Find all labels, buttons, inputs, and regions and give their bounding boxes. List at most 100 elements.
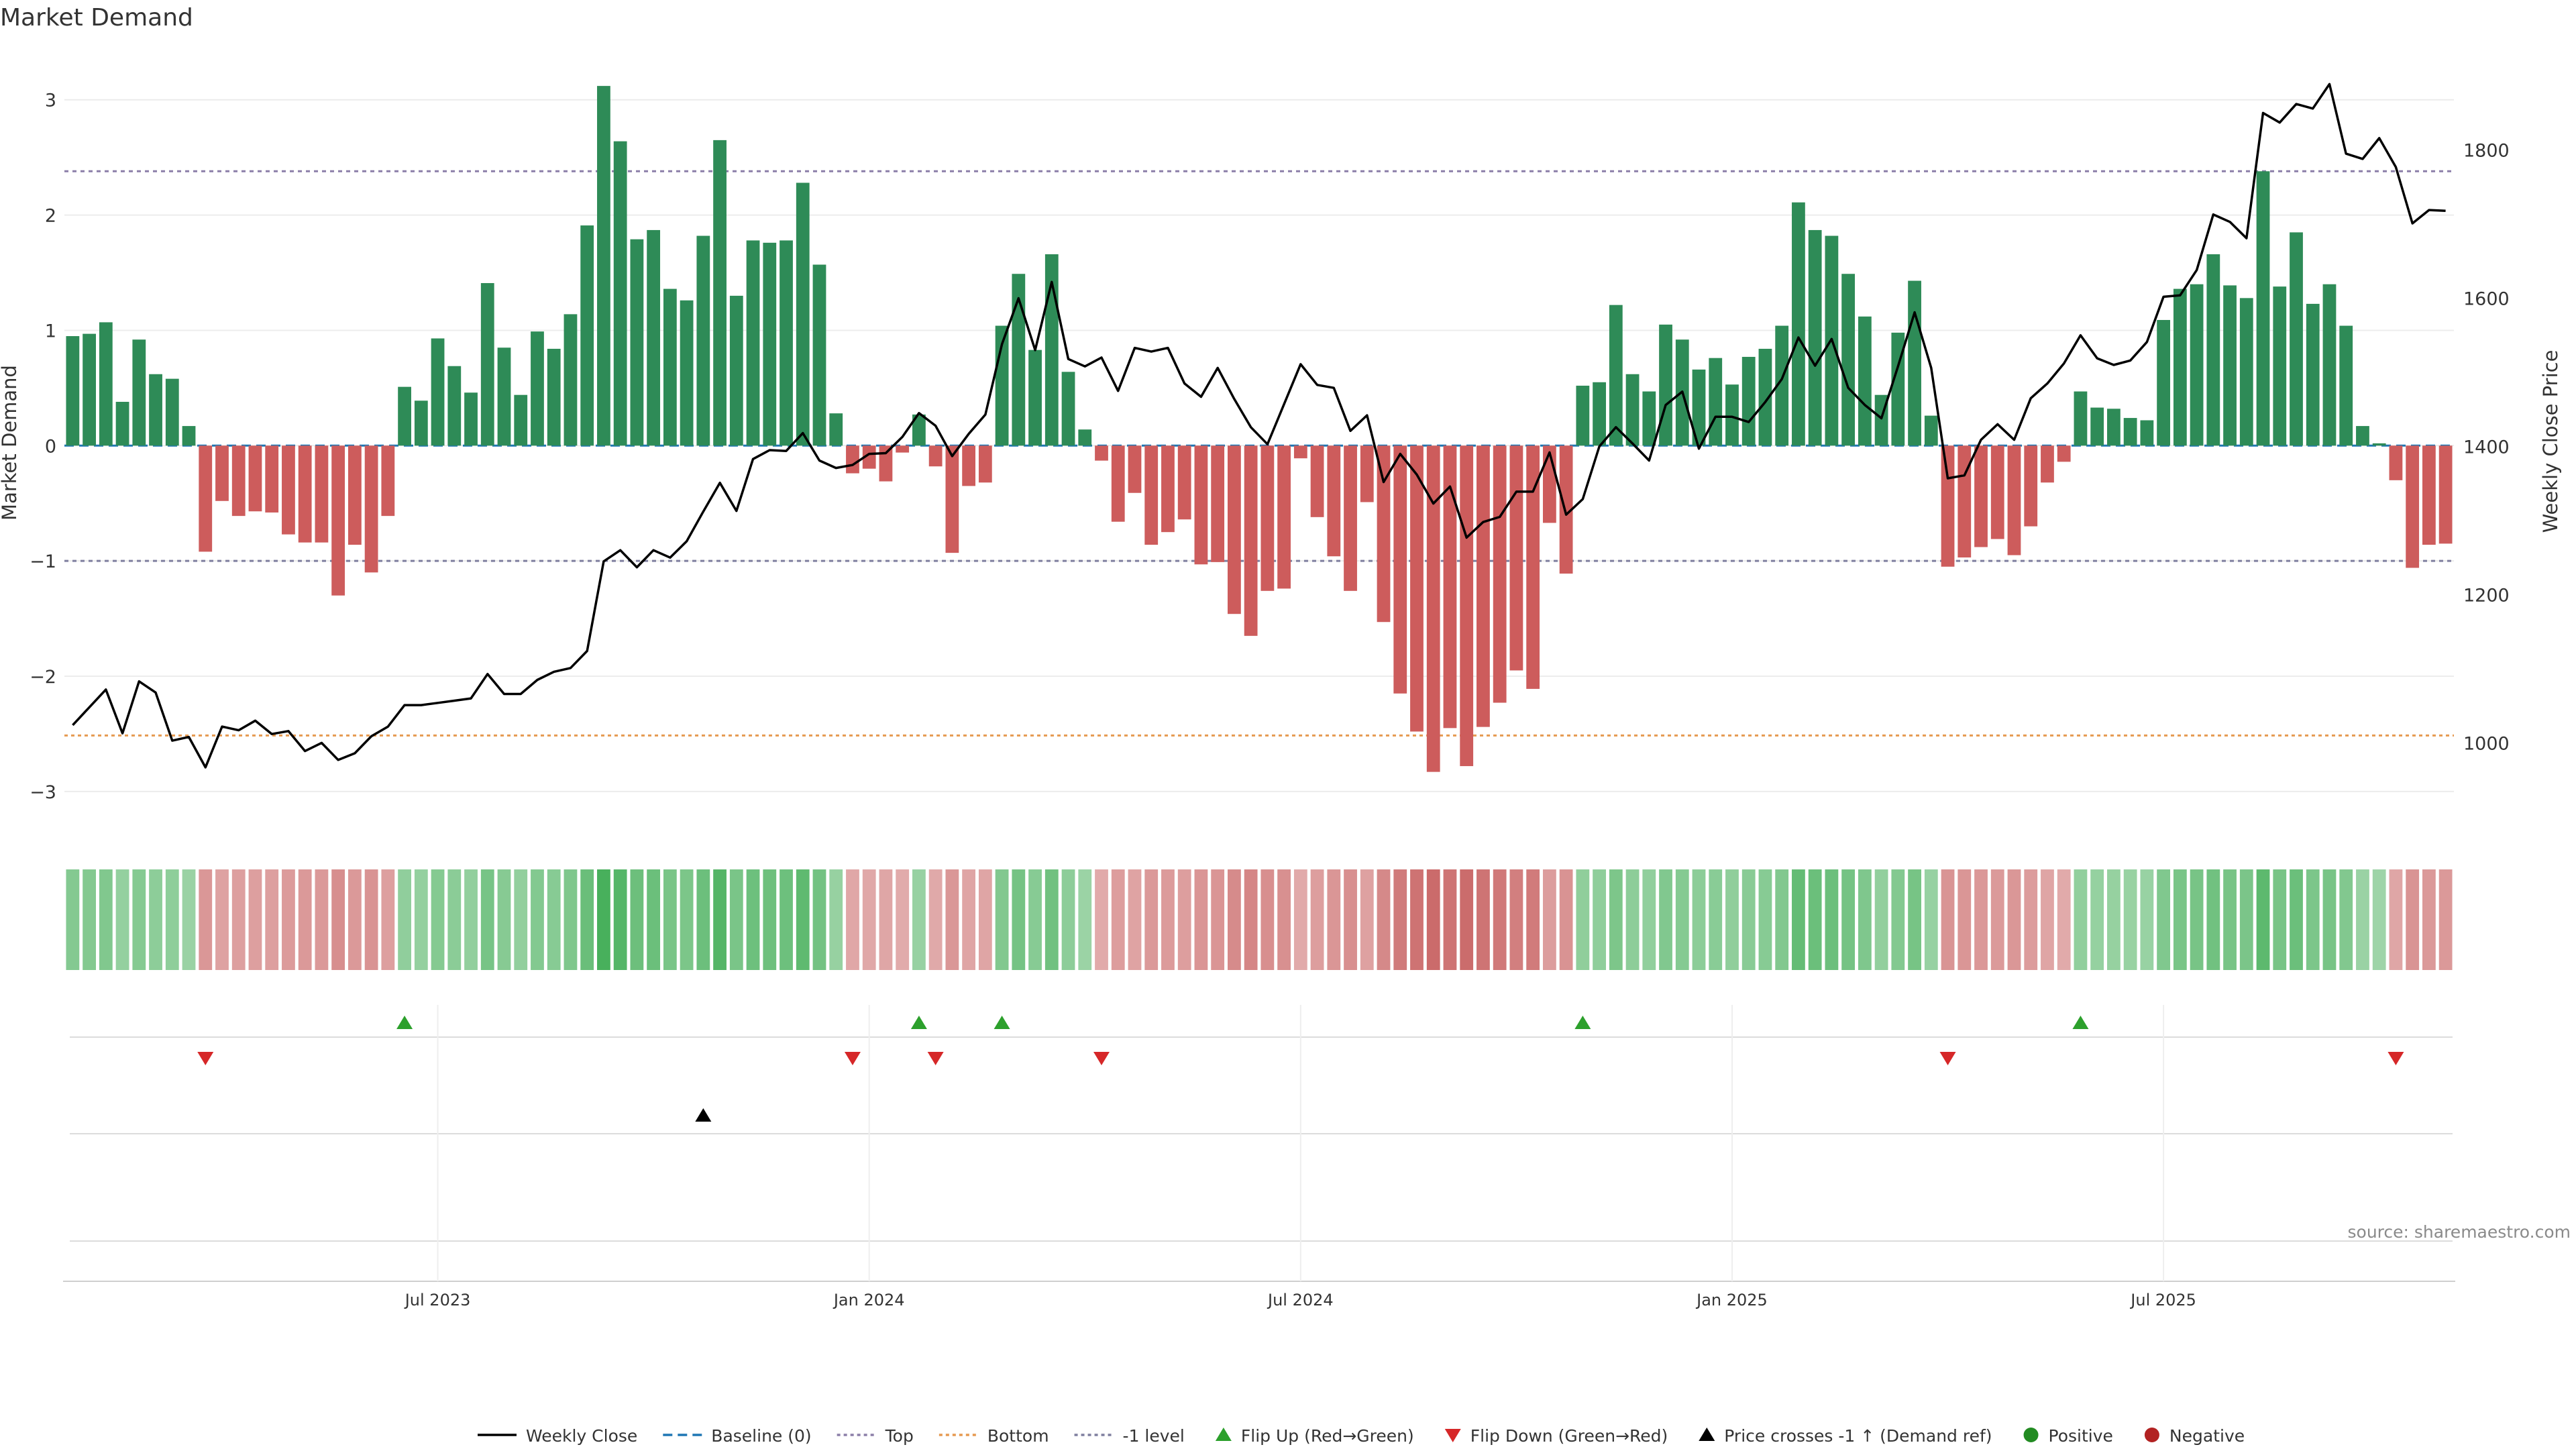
demand-bar	[99, 322, 113, 446]
demand-bar	[1509, 445, 1523, 671]
heat-cell	[1111, 869, 1125, 970]
flip-up-marker	[910, 1016, 927, 1029]
legend-label: Top	[885, 1426, 914, 1446]
heat-cell	[1559, 869, 1573, 970]
demand-bar	[829, 413, 843, 446]
heat-cell	[1144, 869, 1159, 970]
demand-bar	[597, 86, 610, 446]
flip-up-marker	[1574, 1016, 1591, 1029]
flip-up-marker	[994, 1016, 1010, 1029]
legend-label: Negative	[2169, 1426, 2245, 1446]
heat-cell	[978, 869, 992, 970]
heat-cell	[1078, 869, 1092, 970]
demand-bar	[248, 445, 262, 512]
heat-cell	[846, 869, 859, 970]
demand-bar	[1228, 445, 1241, 614]
flip-down-marker	[1093, 1052, 1110, 1065]
demand-bar	[1310, 445, 1324, 517]
demand-bar	[2406, 445, 2420, 568]
demand-bar	[1393, 445, 1407, 694]
heat-cell	[796, 869, 810, 970]
heat-cell	[531, 869, 544, 970]
demand-bar	[1725, 384, 1739, 446]
demand-bar	[2322, 284, 2337, 446]
heat-cell	[298, 869, 312, 970]
heat-cell	[630, 869, 644, 970]
right-tick-label: 1600	[2463, 289, 2510, 310]
demand-bar	[1410, 445, 1424, 732]
axis-labels: 3 2 1 0 −1 −2 −3 1800 1600 1400 1200 1000	[30, 91, 2510, 803]
heat-cell	[1128, 869, 1142, 970]
heat-cell	[514, 869, 528, 970]
demand-bar	[1377, 445, 1391, 623]
heat-cell	[1177, 869, 1191, 970]
heat-cell	[1808, 869, 1822, 970]
right-tick-label: 1400	[2463, 437, 2510, 458]
heat-cell	[1493, 869, 1507, 970]
heat-cell	[780, 869, 793, 970]
demand-bar	[1559, 445, 1573, 574]
heat-cell	[580, 869, 594, 970]
demand-bar	[2157, 319, 2171, 446]
demand-bar	[2024, 445, 2038, 527]
demand-bar	[497, 347, 511, 446]
demand-bar	[680, 300, 694, 446]
demand-bar	[1625, 374, 1640, 446]
heat-cell	[2024, 869, 2038, 970]
demand-bar	[1924, 415, 1938, 446]
heat-cell	[597, 869, 610, 970]
demand-bar	[1642, 391, 1656, 446]
legend-label: Positive	[2049, 1426, 2113, 1446]
heat-cell	[1293, 869, 1307, 970]
heat-cell	[912, 869, 926, 970]
heat-cell	[1841, 869, 1856, 970]
demand-bar	[381, 445, 395, 517]
heat-cell	[2206, 869, 2220, 970]
demand-bar	[1609, 305, 1623, 446]
demand-bar	[531, 331, 544, 446]
legend: Weekly Close Baseline (0) Top Bottom -1 leve…	[478, 1426, 2245, 1446]
heat-cell	[447, 869, 462, 970]
demand-bar	[1144, 445, 1159, 545]
left-tick-label: −1	[30, 551, 56, 572]
demand-bar	[978, 445, 992, 483]
heat-cell	[896, 869, 910, 970]
legend-swatch	[1699, 1428, 1715, 1441]
left-tick-label: −3	[30, 782, 56, 803]
demand-bar	[132, 339, 146, 446]
heat-cell	[1709, 869, 1723, 970]
heat-cell	[547, 869, 561, 970]
heat-cell	[680, 869, 694, 970]
demand-bar	[729, 295, 743, 446]
demand-bar	[1808, 229, 1822, 446]
demand-bar	[2273, 286, 2287, 446]
demand-bar	[2206, 254, 2220, 446]
demand-bar	[763, 242, 777, 446]
demand-bar	[1426, 445, 1440, 772]
heat-cell	[2090, 869, 2104, 970]
demand-bar	[1758, 348, 1772, 446]
heat-cell	[729, 869, 743, 970]
heat-cell	[1260, 869, 1275, 970]
demand-bar	[812, 264, 826, 446]
demand-bar	[547, 348, 561, 446]
left-axis-label: Market Demand	[0, 365, 21, 521]
heat-cell	[464, 869, 478, 970]
legend-swatch	[2023, 1428, 2039, 1442]
legend-swatch	[2144, 1428, 2159, 1442]
price-cross-marker	[695, 1108, 712, 1122]
heat-cell	[1825, 869, 1839, 970]
demand-bar	[1526, 445, 1540, 689]
right-axis-label: Weekly Close Price	[2539, 350, 2562, 533]
demand-bar	[2372, 443, 2386, 446]
right-tick-label: 1200	[2463, 585, 2510, 606]
demand-bar	[1128, 445, 1142, 493]
heat-cell	[945, 869, 959, 970]
heat-cell	[315, 869, 329, 970]
right-tick-label: 1800	[2463, 141, 2510, 162]
heat-cell	[1443, 869, 1457, 970]
heat-cell	[1659, 869, 1672, 970]
demand-bar	[2290, 232, 2303, 446]
heat-cell	[1576, 869, 1590, 970]
heat-cell	[763, 869, 777, 970]
